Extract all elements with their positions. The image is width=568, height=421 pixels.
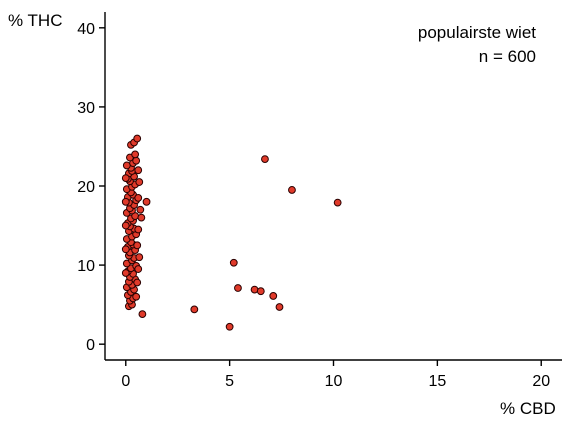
y-axis-title: % THC	[8, 11, 62, 30]
scatter-point	[121, 174, 130, 182]
scatter-point	[133, 241, 142, 250]
scatter-point	[121, 245, 130, 254]
scatter-point	[135, 178, 144, 186]
scatter-point	[134, 265, 143, 273]
scatter-point	[269, 292, 278, 300]
scatter-point	[229, 258, 238, 267]
scatter-point	[133, 134, 142, 143]
scatter-point	[288, 186, 296, 194]
scatter-point	[134, 166, 143, 175]
scatter-point	[121, 221, 130, 230]
y-tick-label: 30	[77, 100, 95, 117]
x-axis-title: % CBD	[500, 399, 556, 418]
scatter-point	[142, 197, 151, 206]
scatter-point	[137, 213, 146, 222]
x-tick-label: 0	[121, 373, 130, 390]
y-axis-ticks: 0 10 20 30 40	[77, 21, 105, 354]
y-tick-label: 40	[77, 21, 95, 38]
scatter-point	[135, 253, 144, 262]
scatter-point	[133, 278, 142, 287]
scatter-point	[138, 310, 147, 319]
y-tick-label: 10	[77, 258, 95, 275]
scatter-point	[121, 197, 130, 206]
scatter-point	[121, 269, 130, 277]
x-tick-label: 10	[325, 373, 343, 390]
x-tick-label: 20	[532, 373, 550, 390]
annotation-count: n = 600	[479, 47, 536, 66]
x-tick-label: 15	[428, 373, 446, 390]
data-points	[121, 134, 342, 331]
x-axis-ticks: 0 5 10 15 20	[121, 360, 550, 390]
scatter-point	[190, 305, 199, 314]
scatter-point	[134, 225, 143, 234]
scatter-point	[261, 155, 269, 164]
scatter-point	[256, 287, 265, 296]
x-tick-label: 5	[225, 373, 234, 390]
scatter-point	[333, 198, 342, 207]
scatter-point	[225, 322, 234, 331]
scatter-point	[131, 150, 140, 159]
scatter-point	[234, 284, 242, 292]
scatter-point	[136, 205, 145, 214]
scatter-point	[275, 303, 284, 311]
y-tick-label: 20	[77, 179, 95, 196]
y-tick-label: 0	[86, 337, 95, 354]
annotation-label: populairste wiet	[418, 23, 536, 42]
scatter-point	[134, 193, 143, 202]
scatter-point	[132, 292, 141, 301]
scatter-point	[132, 156, 141, 165]
scatter-point	[250, 285, 259, 294]
